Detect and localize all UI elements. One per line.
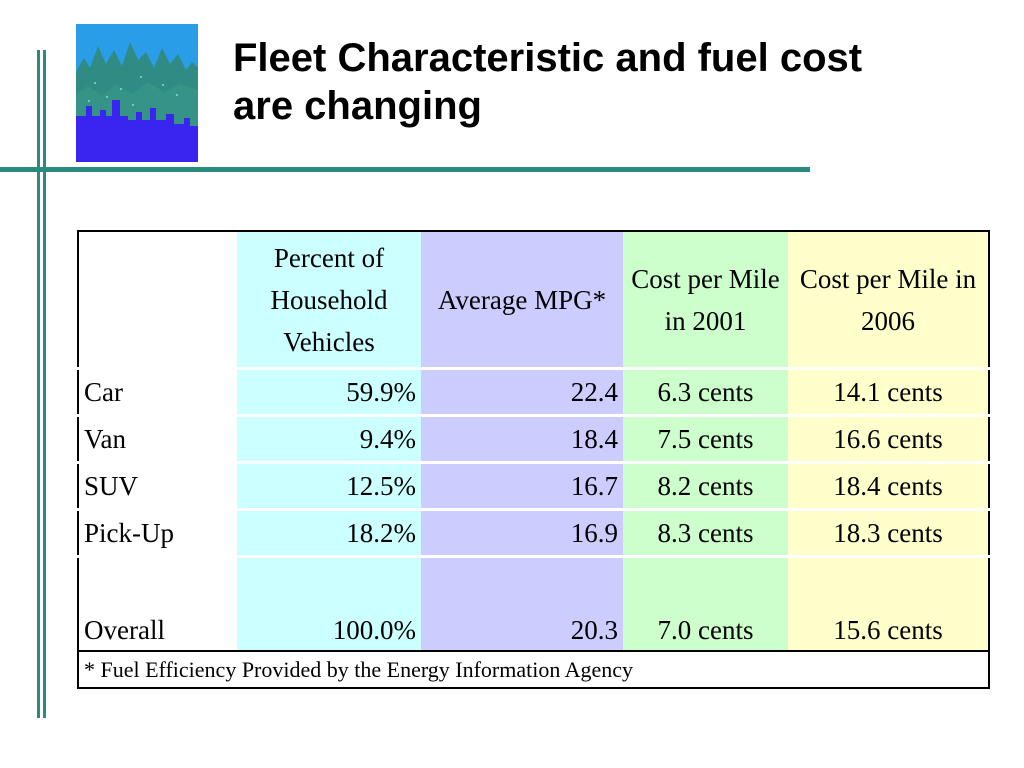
table-row: Pick-Up 18.2% 16.9 8.3 cents 18.3 cents [78,508,989,557]
percent-cell: 9.4% [237,414,421,463]
cost-2001-cell: 6.3 cents [623,367,788,416]
cost-2001-cell: 7.5 cents [623,414,788,463]
vehicle-type-cell: Car [78,367,237,416]
table-header-row: Percent of Household Vehicles Average MP… [78,231,989,369]
overall-label-cell: Overall [78,555,237,651]
overall-percent-cell: 100.0% [237,555,421,651]
table-footnote-row: * Fuel Efficiency Provided by the Energy… [78,650,989,688]
mpg-cell: 16.9 [421,508,623,557]
decorative-vertical-line-left [37,50,40,718]
table-row: Van 9.4% 18.4 7.5 cents 16.6 cents [78,414,989,463]
table-row: Car 59.9% 22.4 6.3 cents 14.1 cents [78,367,989,416]
mpg-cell: 18.4 [421,414,623,463]
header-average-mpg: Average MPG* [421,231,623,369]
cost-2006-cell: 14.1 cents [788,367,989,416]
cost-2001-cell: 8.3 cents [623,508,788,557]
overall-cost-2001-cell: 7.0 cents [623,555,788,651]
percent-cell: 12.5% [237,461,421,510]
cost-2006-cell: 16.6 cents [788,414,989,463]
percent-cell: 59.9% [237,367,421,416]
vehicle-type-cell: Pick-Up [78,508,237,557]
decorative-vertical-line-right [43,50,46,718]
cost-2006-cell: 18.4 cents [788,461,989,510]
overall-cost-2006-cell: 15.6 cents [788,555,989,651]
cost-2006-cell: 18.3 cents [788,508,989,557]
table-row: SUV 12.5% 16.7 8.2 cents 18.4 cents [78,461,989,510]
city-skyline-logo-icon [76,24,198,162]
decorative-horizontal-line [0,167,810,172]
header-cell-blank [78,231,237,369]
slide-title-line-2: are changing [233,84,482,128]
slide-title: Fleet Characteristic and fuel cost are c… [233,34,1003,130]
table-row-overall: Overall 100.0% 20.3 7.0 cents 15.6 cents [78,555,989,651]
slide-title-line-1: Fleet Characteristic and fuel cost [233,36,863,80]
mpg-cell: 22.4 [421,367,623,416]
vehicle-type-cell: SUV [78,461,237,510]
header-percent-household-vehicles: Percent of Household Vehicles [237,231,421,369]
table-footnote: * Fuel Efficiency Provided by the Energy… [78,650,989,688]
cost-2001-cell: 8.2 cents [623,461,788,510]
mpg-cell: 16.7 [421,461,623,510]
header-cost-per-mile-2006: Cost per Mile in 2006 [788,231,989,369]
percent-cell: 18.2% [237,508,421,557]
overall-mpg-cell: 20.3 [421,555,623,651]
vehicle-type-cell: Van [78,414,237,463]
fleet-cost-table: Percent of Household Vehicles Average MP… [77,230,990,689]
header-cost-per-mile-2001: Cost per Mile in 2001 [623,231,788,369]
